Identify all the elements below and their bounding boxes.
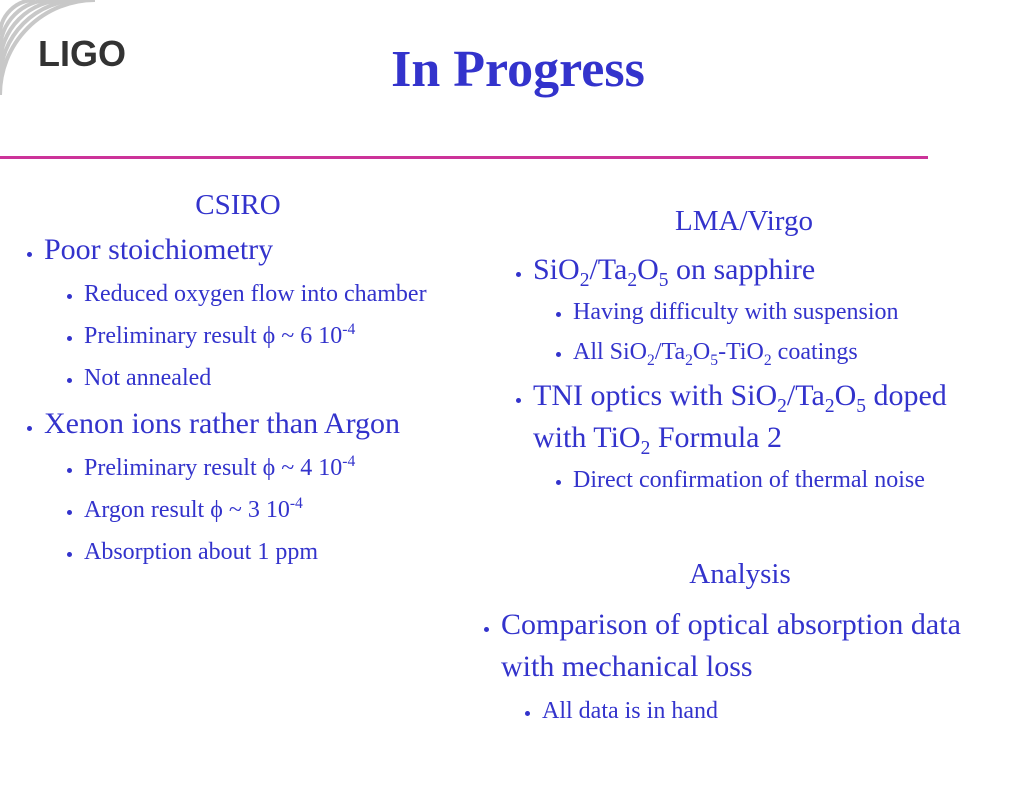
text-run: All data is in hand xyxy=(542,698,718,724)
text-run: Comparison of optical absorption data wi… xyxy=(501,608,961,683)
logo-text: LIGO xyxy=(38,33,126,74)
bullet-item: Poor stoichiometry xyxy=(44,229,472,271)
text-run: Xenon ions rather than Argon xyxy=(44,407,401,440)
column-heading: Analysis xyxy=(689,558,791,590)
bullet-item: All SiO2/Ta2O5-TiO2 coatings xyxy=(573,334,999,371)
bullet-item: Argon result ϕ ~ 3 10-4 xyxy=(84,492,472,529)
bullet-list: Comparison of optical absorption data wi… xyxy=(467,604,1007,730)
bullet-item: Preliminary result ϕ ~ 6 10-4 xyxy=(84,318,472,355)
column: Analysis Comparison of optical absorption… xyxy=(467,556,1007,730)
bullet-item: Comparison of optical absorption data wi… xyxy=(501,604,1007,688)
text-run: /Ta xyxy=(786,379,825,412)
text-run: /Ta xyxy=(589,253,628,286)
column: LMA/VirgoSiO2/Ta2O5 on sapphireHaving di… xyxy=(499,203,999,499)
logo: LIGO xyxy=(0,0,126,96)
superscript: -4 xyxy=(342,453,356,470)
subscript: 2 xyxy=(579,270,590,291)
subscript: 2 xyxy=(647,351,655,369)
text-run: /Ta xyxy=(654,339,686,365)
text-run: coatings xyxy=(771,339,858,365)
subscript: 2 xyxy=(627,270,638,291)
subscript: 2 xyxy=(685,351,693,369)
bullet-item: All data is in hand xyxy=(542,693,1007,730)
text-run: Argon result ϕ ~ 3 10 xyxy=(84,497,290,523)
subscript: 5 xyxy=(710,351,719,369)
text-run: doped with TiO xyxy=(533,379,947,454)
text-run: Preliminary result ϕ ~ 6 10 xyxy=(84,323,343,349)
text-run: Absorption about 1 ppm xyxy=(84,539,318,565)
bullet-item: Absorption about 1 ppm xyxy=(84,534,472,571)
bullet-item: TNI optics with SiO2/Ta2O5 doped with Ti… xyxy=(533,375,999,459)
title: In Progress xyxy=(391,41,645,98)
bullet-item: Preliminary result ϕ ~ 4 10-4 xyxy=(84,450,472,487)
bullet-list: SiO2/Ta2O5 on sapphireHaving difficulty … xyxy=(499,249,999,499)
subscript: 2 xyxy=(777,396,787,417)
text-run: Formula 2 xyxy=(650,421,782,454)
subscript: 5 xyxy=(658,270,669,291)
text-run: O xyxy=(637,253,659,286)
divider xyxy=(0,156,928,159)
bullet-item: Not annealed xyxy=(84,360,472,397)
bullet-item: Direct confirmation of thermal noise xyxy=(573,462,999,499)
column-heading: LMA/Virgo xyxy=(675,205,813,237)
bullet-item: Having difficulty with suspension xyxy=(573,294,999,331)
bullet-item: Xenon ions rather than Argon xyxy=(44,403,472,445)
column-heading: CSIRO xyxy=(195,189,281,221)
superscript: -4 xyxy=(289,495,303,512)
text-run: Reduced oxygen flow into chamber xyxy=(84,281,427,307)
text-run: -TiO xyxy=(718,339,764,365)
text-run: Poor stoichiometry xyxy=(44,233,274,266)
superscript: -4 xyxy=(342,321,356,338)
subscript: 2 xyxy=(640,438,651,459)
subscript: 2 xyxy=(824,396,835,417)
text-run: on sapphire xyxy=(668,253,816,286)
column: CSIRO Poor stoichiometry Reduced oxygen fl… xyxy=(10,187,472,571)
text-run: Not annealed xyxy=(84,365,212,391)
bullet-list: Poor stoichiometry Reduced oxygen flow in… xyxy=(10,229,472,571)
text-run: Having difficulty with suspension xyxy=(573,299,899,325)
text-run: TNI optics with SiO xyxy=(533,379,778,412)
text-run: SiO xyxy=(533,253,580,286)
text-run: All SiO xyxy=(573,339,648,365)
bullet-item: Reduced oxygen flow into chamber xyxy=(84,276,472,313)
text-run: Preliminary result ϕ ~ 4 10 xyxy=(84,455,343,481)
text-run: O xyxy=(692,339,711,365)
text-run: O xyxy=(834,379,857,412)
bullet-item: SiO2/Ta2O5 on sapphire xyxy=(533,249,999,291)
subscript: 5 xyxy=(856,396,866,417)
subscript: 2 xyxy=(763,351,772,369)
text-run: Direct confirmation of thermal noise xyxy=(573,467,925,493)
